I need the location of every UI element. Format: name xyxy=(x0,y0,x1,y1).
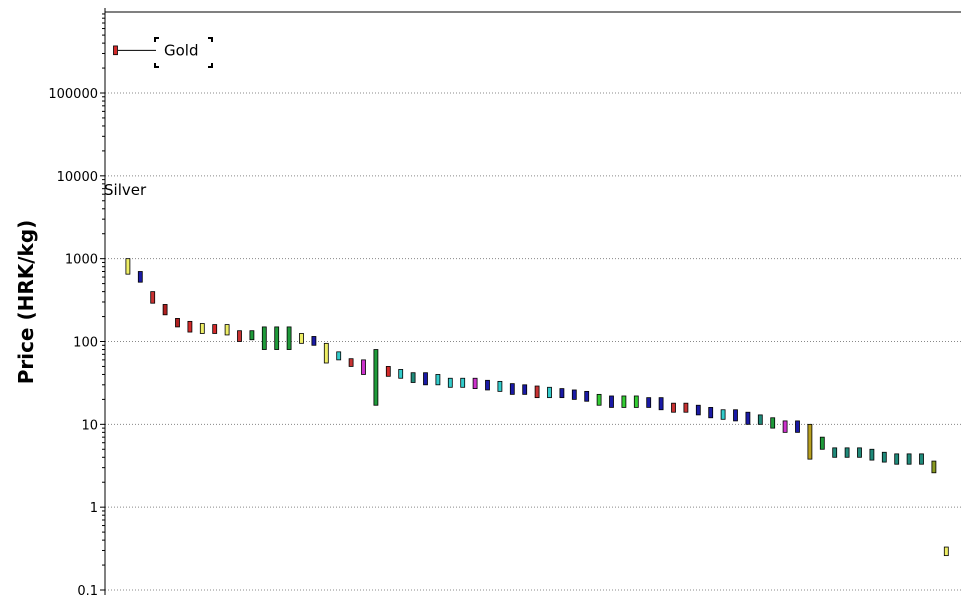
y-axis xyxy=(104,8,961,595)
price-bar xyxy=(113,45,118,56)
price-bar xyxy=(646,397,652,408)
price-bar xyxy=(658,397,664,411)
price-bar xyxy=(212,324,218,334)
price-bar xyxy=(398,369,404,379)
y-tick-label: 0.1 xyxy=(77,584,98,595)
gold-annotation: Gold xyxy=(164,41,199,59)
price-bar xyxy=(869,448,875,461)
price-bar xyxy=(137,271,143,283)
gold-label-bracket xyxy=(154,63,159,68)
price-bar xyxy=(943,546,949,557)
price-bar xyxy=(708,407,714,419)
price-bar xyxy=(175,318,180,328)
annotations: Gold Silver xyxy=(104,37,213,199)
y-axis-title: Price (HRK/kg) xyxy=(14,220,38,385)
price-bar xyxy=(286,326,292,350)
grid-lines xyxy=(105,92,961,591)
price-bar xyxy=(571,389,577,400)
price-bar xyxy=(361,359,366,375)
price-bar xyxy=(844,447,850,458)
price-bar xyxy=(720,409,726,420)
price-bar xyxy=(509,383,515,395)
y-ticks: 0.1 1 10 100 1000 10000 100000 xyxy=(48,13,105,595)
price-bar xyxy=(522,384,528,395)
gold-label-bracket xyxy=(208,63,213,68)
price-bar xyxy=(249,330,255,341)
y-tick-label: 10 xyxy=(81,418,98,433)
price-bar xyxy=(733,409,738,422)
price-bar xyxy=(224,324,230,336)
y-tick-label: 1 xyxy=(90,501,98,516)
price-bar xyxy=(584,390,590,402)
gold-label-bracket xyxy=(208,37,213,42)
price-bar xyxy=(671,402,676,413)
price-bar xyxy=(348,358,354,367)
y-tick-label: 100000 xyxy=(48,87,98,102)
price-bar xyxy=(770,417,776,429)
y-tick-label: 100 xyxy=(73,336,98,351)
price-bar xyxy=(547,386,552,399)
gold-label-bracket xyxy=(154,37,159,42)
price-bar xyxy=(621,395,627,408)
price-bar xyxy=(559,388,565,399)
price-bar xyxy=(460,377,466,388)
price-bar xyxy=(261,326,267,350)
price-bar xyxy=(237,330,242,342)
price-bar xyxy=(881,451,887,463)
price-bar xyxy=(757,414,763,425)
silver-annotation: Silver xyxy=(104,181,147,199)
price-bar xyxy=(199,323,205,334)
price-bar xyxy=(695,404,701,416)
price-bar xyxy=(609,395,614,408)
price-bar xyxy=(311,336,317,346)
price-bar xyxy=(832,447,838,458)
price-bar xyxy=(485,379,490,391)
price-bar xyxy=(162,304,168,316)
price-bar xyxy=(274,326,280,350)
bars xyxy=(113,45,949,557)
price-bar xyxy=(683,402,689,413)
price-bar xyxy=(385,366,391,377)
price-bar xyxy=(410,372,416,383)
price-bar xyxy=(931,460,937,474)
price-bar xyxy=(745,411,751,425)
price-bar xyxy=(336,351,342,361)
price-bar xyxy=(919,453,924,465)
price-bar xyxy=(807,423,813,460)
price-bar xyxy=(447,377,453,388)
price-bar xyxy=(534,385,540,399)
price-bar xyxy=(423,372,428,386)
price-bar xyxy=(633,395,639,408)
price-bar xyxy=(857,447,862,458)
price-bar xyxy=(472,377,478,390)
price-bar xyxy=(894,453,900,465)
price-bar xyxy=(906,453,912,465)
price-bar xyxy=(596,393,602,406)
price-bar xyxy=(435,374,441,386)
price-bar xyxy=(819,436,825,450)
price-bar xyxy=(323,342,329,364)
price-bar xyxy=(795,420,800,433)
price-bar xyxy=(150,291,156,304)
price-bar xyxy=(299,333,304,344)
y-tick-label: 10000 xyxy=(57,170,98,185)
price-bar xyxy=(125,258,131,275)
price-bar xyxy=(497,380,503,392)
price-bar xyxy=(373,349,379,406)
price-bar xyxy=(782,420,788,433)
price-bar xyxy=(187,320,193,333)
y-tick-label: 1000 xyxy=(65,253,98,268)
